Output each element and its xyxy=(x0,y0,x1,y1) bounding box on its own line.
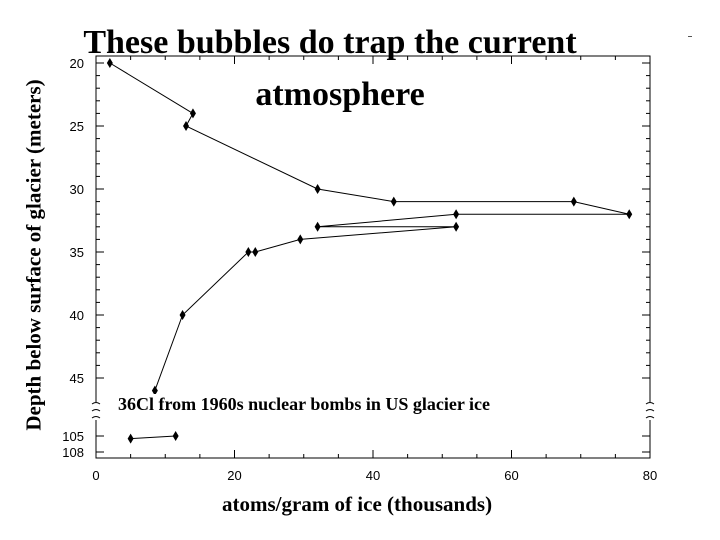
y-tick-label: 108 xyxy=(62,445,84,460)
y-tick-label: 25 xyxy=(70,119,84,134)
x-tick-label: 80 xyxy=(643,468,657,483)
x-tick-label: 0 xyxy=(92,468,99,483)
x-tick-label: 60 xyxy=(504,468,518,483)
data-point xyxy=(245,247,252,257)
axis-break-gap xyxy=(646,402,654,420)
data-point xyxy=(252,247,259,257)
x-tick-label: 20 xyxy=(227,468,241,483)
data-point xyxy=(390,196,397,207)
chart-title-line-2: atmosphere xyxy=(255,76,425,113)
data-point xyxy=(453,209,460,220)
data-point xyxy=(314,221,321,232)
data-point xyxy=(453,221,460,232)
data-point xyxy=(183,121,190,131)
data-point xyxy=(106,58,113,68)
axis-break-mark xyxy=(91,402,101,419)
y-tick-label: 45 xyxy=(70,371,84,386)
data-point xyxy=(189,108,196,119)
y-tick-label: 35 xyxy=(70,245,84,260)
y-tick-label: 20 xyxy=(70,56,84,71)
y-tick-label: 40 xyxy=(70,308,84,323)
data-point xyxy=(297,234,304,245)
axis-break-gap xyxy=(92,402,100,420)
corner-mark xyxy=(688,36,692,37)
data-point xyxy=(570,196,577,207)
y-tick-label: 105 xyxy=(62,429,84,444)
x-tick-label: 40 xyxy=(366,468,380,483)
x-axis-label: atoms/gram of ice (thousands) xyxy=(222,492,493,516)
data-point xyxy=(127,433,134,444)
chart-annotation: 36Cl from 1960s nuclear bombs in US glac… xyxy=(118,394,490,415)
chart-title-line-1: These bubbles do trap the current xyxy=(83,24,577,61)
data-point xyxy=(151,385,158,396)
data-point xyxy=(626,209,633,220)
series-line-lower xyxy=(130,435,176,440)
axis-break-mark xyxy=(645,402,655,419)
y-tick-label: 30 xyxy=(70,182,84,197)
data-point xyxy=(179,310,186,320)
y-axis-label: Depth below surface of glacier (meters) xyxy=(21,79,46,431)
data-point xyxy=(314,184,321,194)
data-point xyxy=(172,431,179,441)
